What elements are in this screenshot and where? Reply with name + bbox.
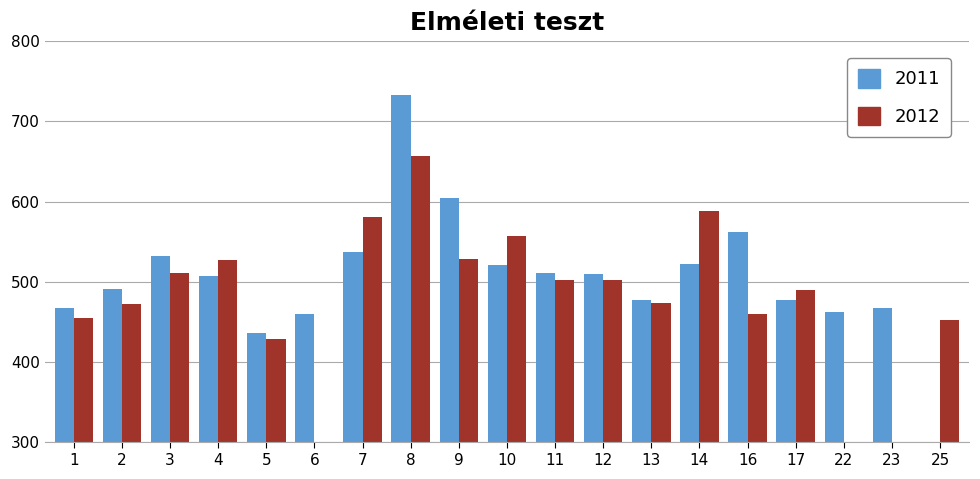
Bar (411, 156, 430, 443)
Bar (295, 314, 315, 443)
Legend: 2011, 2012: 2011, 2012 (848, 58, 951, 137)
Bar (652, 303, 670, 443)
Bar (199, 276, 219, 443)
Bar (219, 260, 237, 443)
Bar (872, 308, 892, 443)
Bar (728, 232, 748, 443)
Bar (603, 280, 622, 443)
Bar (507, 236, 526, 443)
Bar (55, 308, 74, 443)
Bar (488, 265, 507, 443)
Bar (459, 259, 478, 443)
Bar (584, 274, 603, 443)
Bar (632, 300, 652, 443)
Bar (74, 318, 93, 443)
Bar (247, 332, 267, 443)
Bar (776, 300, 796, 443)
Bar (171, 273, 189, 443)
Bar (748, 314, 766, 443)
Bar (122, 305, 141, 443)
Bar (267, 339, 285, 443)
Bar (700, 211, 718, 443)
Bar (680, 263, 700, 443)
Bar (151, 256, 171, 443)
Bar (391, 95, 411, 443)
Bar (343, 252, 363, 443)
Bar (363, 217, 382, 443)
Bar (536, 273, 555, 443)
Bar (103, 289, 122, 443)
Title: Elméleti teszt: Elméleti teszt (410, 11, 604, 35)
Bar (940, 320, 959, 443)
Bar (796, 290, 815, 443)
Bar (824, 312, 844, 443)
Bar (440, 198, 459, 443)
Bar (555, 280, 574, 443)
